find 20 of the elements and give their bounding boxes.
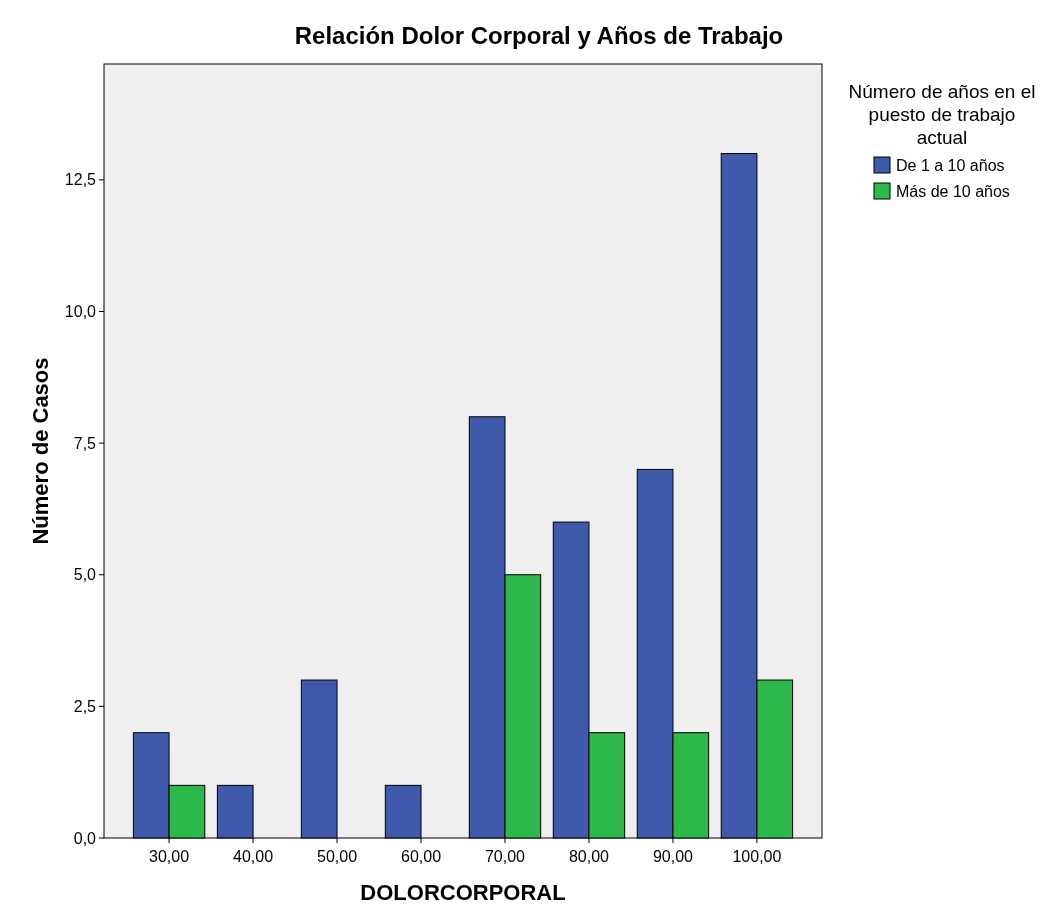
x-tick-label: 30,00 [149, 848, 190, 865]
y-tick-label: 12,5 [64, 171, 97, 189]
x-tick-label: 40,00 [233, 848, 274, 865]
legend-label: De 1 a 10 años [896, 156, 1005, 174]
x-tick-label: 50,00 [317, 848, 358, 865]
y-tick-label: 5,0 [73, 566, 97, 584]
y-tick-label: 0,0 [73, 829, 97, 847]
x-tick-label: 60,00 [400, 848, 442, 865]
y-tick-label: 10,0 [64, 303, 97, 321]
y-tick-label: 7,5 [73, 434, 97, 452]
y-tick-label: 2,5 [73, 697, 97, 715]
chart-title: Relación Dolor Corporal y Años de Trabajo [294, 22, 784, 49]
legend-label: Más de 10 años [896, 182, 1010, 200]
x-tick-label: 80,00 [568, 848, 610, 865]
x-tick-label: 90,00 [652, 848, 694, 865]
y-axis-title: Número de Casos [28, 357, 53, 545]
x-tick-label: 70,00 [484, 848, 526, 865]
x-axis-title: DOLORCORPORAL [360, 880, 566, 905]
x-tick-label: 100,00 [732, 848, 782, 865]
legend-title: Número de años en el puesto de trabajo actual [848, 81, 1036, 148]
